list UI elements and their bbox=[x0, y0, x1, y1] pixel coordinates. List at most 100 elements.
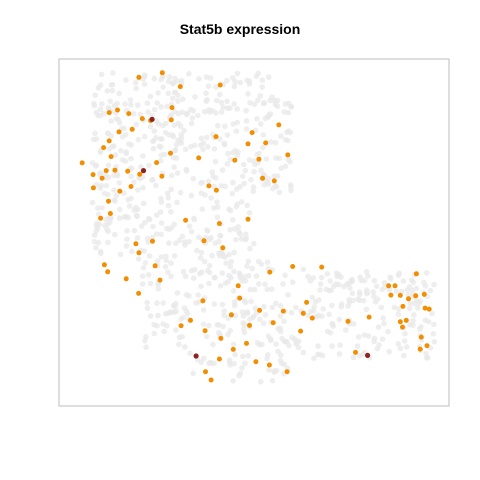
background-cell-point bbox=[264, 259, 271, 266]
background-cell-point bbox=[154, 323, 160, 329]
background-cell-point bbox=[127, 97, 134, 103]
background-cell-point bbox=[206, 280, 212, 287]
expression-point bbox=[213, 187, 219, 193]
background-cell-point bbox=[373, 283, 380, 290]
background-cell-point bbox=[343, 327, 349, 333]
background-cell-point bbox=[123, 77, 129, 83]
expression-point bbox=[196, 155, 202, 161]
expression-point bbox=[345, 318, 351, 324]
high-expression-point bbox=[365, 352, 371, 358]
background-cell-point bbox=[141, 133, 148, 140]
background-cell-point bbox=[218, 183, 224, 189]
background-cell-point bbox=[375, 324, 382, 330]
background-cell-point bbox=[172, 89, 179, 96]
background-cell-point bbox=[263, 156, 270, 162]
background-cell-point bbox=[226, 251, 232, 258]
background-cell-point bbox=[188, 120, 195, 127]
background-cell-point bbox=[165, 269, 171, 275]
background-cell-point bbox=[213, 110, 219, 116]
background-cell-point bbox=[114, 173, 121, 179]
background-cell-point bbox=[97, 170, 104, 176]
background-cell-point bbox=[190, 108, 196, 114]
background-cell-point bbox=[172, 303, 178, 310]
background-cell-point bbox=[140, 200, 147, 207]
background-cell-point bbox=[165, 202, 172, 209]
background-cell-point bbox=[172, 75, 178, 82]
background-cell-point bbox=[130, 111, 137, 117]
background-cell-point bbox=[116, 90, 122, 97]
background-cell-point bbox=[187, 350, 193, 357]
background-cell-point bbox=[126, 141, 132, 147]
background-cell-point bbox=[378, 304, 385, 311]
background-cell-point bbox=[152, 182, 159, 189]
background-cell-point bbox=[89, 199, 96, 206]
background-cell-point bbox=[123, 149, 129, 155]
background-cell-point bbox=[248, 298, 254, 305]
background-cell-point bbox=[252, 305, 259, 312]
background-cell-point bbox=[217, 136, 223, 142]
background-cell-point bbox=[231, 360, 237, 367]
expression-point bbox=[168, 150, 173, 156]
background-cell-point bbox=[240, 353, 246, 360]
background-cell-point bbox=[265, 176, 272, 182]
background-cell-point bbox=[223, 260, 229, 267]
background-cell-point bbox=[140, 185, 146, 191]
background-cell-point bbox=[214, 322, 221, 328]
background-cell-point bbox=[235, 224, 242, 230]
background-cell-point bbox=[170, 154, 177, 161]
background-cell-point bbox=[106, 146, 113, 152]
background-cell-point bbox=[246, 157, 253, 163]
expression-point bbox=[137, 171, 143, 177]
background-cell-point bbox=[365, 273, 371, 279]
background-cell-point bbox=[329, 321, 336, 328]
background-cell-point bbox=[231, 302, 238, 309]
background-cell-point bbox=[243, 126, 250, 132]
background-cell-point bbox=[105, 239, 111, 246]
background-cell-point bbox=[188, 228, 195, 235]
background-cell-point bbox=[401, 352, 407, 359]
background-cell-point bbox=[172, 148, 178, 154]
background-cell-point bbox=[190, 175, 197, 182]
background-cell-point bbox=[273, 155, 279, 161]
background-cell-point bbox=[204, 227, 210, 233]
expression-point bbox=[213, 134, 219, 140]
background-cell-point bbox=[385, 328, 391, 335]
high-expression-point bbox=[149, 116, 155, 122]
background-cell-point bbox=[182, 242, 188, 248]
background-cell-point bbox=[387, 275, 394, 282]
background-cell-point bbox=[138, 164, 144, 170]
background-cell-point bbox=[274, 173, 281, 179]
expression-point bbox=[406, 296, 411, 302]
background-cell-point bbox=[265, 74, 272, 80]
background-cell-point bbox=[212, 158, 219, 165]
expression-point bbox=[200, 298, 206, 304]
background-cell-point bbox=[151, 75, 158, 82]
background-cell-point bbox=[176, 341, 182, 348]
background-cell-point bbox=[163, 120, 169, 127]
background-cell-point bbox=[151, 106, 158, 113]
background-cell-point bbox=[199, 206, 206, 212]
background-cell-point bbox=[188, 143, 194, 150]
background-cell-point bbox=[168, 209, 174, 215]
background-cell-point bbox=[242, 167, 249, 174]
background-cell-point bbox=[230, 179, 236, 186]
background-cell-point bbox=[230, 288, 237, 294]
background-cell-point bbox=[350, 321, 357, 327]
background-cell-point bbox=[407, 321, 413, 328]
background-cell-point bbox=[145, 272, 152, 278]
background-cell-point bbox=[228, 258, 234, 265]
background-cell-point bbox=[150, 176, 156, 183]
background-cell-point bbox=[421, 279, 427, 286]
background-cell-point bbox=[241, 180, 247, 187]
expression-point bbox=[237, 295, 243, 301]
background-cell-point bbox=[133, 121, 139, 128]
background-cell-point bbox=[181, 127, 187, 134]
expression-point bbox=[298, 328, 304, 334]
background-cell-point bbox=[171, 253, 178, 259]
background-cell-point bbox=[204, 134, 210, 141]
expression-point bbox=[208, 377, 214, 383]
background-cell-point bbox=[163, 225, 170, 232]
expression-point bbox=[267, 269, 273, 275]
background-cell-point bbox=[236, 229, 242, 235]
